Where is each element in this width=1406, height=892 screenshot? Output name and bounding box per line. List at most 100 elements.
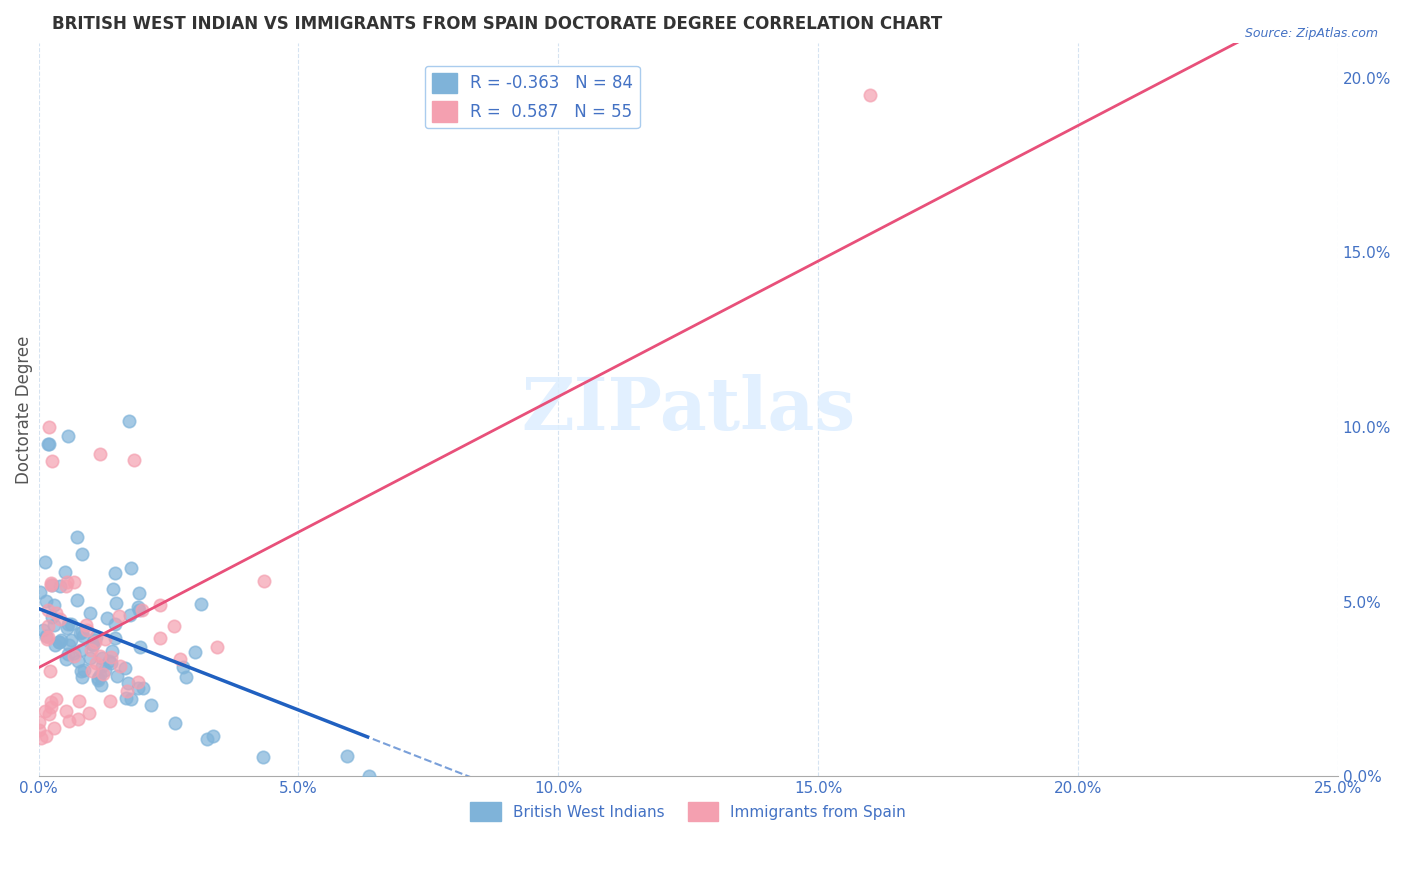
Point [91,667,114,681]
Legend: British West Indians, Immigrants from Spain: British West Indians, Immigrants from Sp… [464,797,912,827]
Point [49,579,72,593]
Point [55,651,77,665]
Point [67,654,90,668]
Point [89,446,111,460]
Point [86,673,108,687]
Point [83,632,105,647]
Point [90,659,112,673]
Point [37,632,59,647]
Point [202,729,225,743]
Point [37,602,59,616]
Point [72,629,94,643]
Point [49,632,72,647]
Point [48,634,70,648]
Point [120,607,142,622]
Point [39,575,62,590]
Point [120,692,142,706]
Point [163,618,186,632]
Point [89,648,111,663]
Point [80,664,103,678]
Point [205,640,228,654]
Point [63,648,86,663]
Point [63,575,86,590]
Point [117,676,139,690]
Point [127,599,149,614]
Point [89,668,111,682]
Point [56,429,79,443]
Point [41,578,63,592]
Point [105,669,128,683]
Point [32,623,55,637]
Point [357,769,380,783]
Point [38,707,60,722]
Point [195,731,218,746]
Point [115,691,138,706]
Point [41,453,63,467]
Point [190,597,212,611]
Point [37,619,59,633]
Point [69,626,91,640]
Point [66,712,89,726]
Point [76,623,98,637]
Point [58,617,80,632]
Point [252,749,274,764]
Point [34,555,56,569]
Point [105,596,128,610]
Point [80,637,103,651]
Point [75,617,97,632]
Point [149,631,172,645]
Point [38,437,60,451]
Point [83,635,105,649]
Point [42,598,65,612]
Point [101,582,124,596]
Text: BRITISH WEST INDIAN VS IMMIGRANTS FROM SPAIN DOCTORATE DEGREE CORRELATION CHART: BRITISH WEST INDIAN VS IMMIGRANTS FROM S… [52,15,942,33]
Text: Source: ZipAtlas.com: Source: ZipAtlas.com [1244,27,1378,40]
Point [62,646,84,660]
Point [35,729,58,743]
Point [86,672,108,686]
Point [37,436,59,450]
Point [72,663,94,677]
Point [58,648,80,662]
Point [39,695,62,709]
Point [122,453,145,467]
Point [90,678,112,692]
Point [28,723,51,738]
Point [117,414,139,428]
Point [41,610,63,624]
Point [104,617,127,632]
Point [35,594,58,608]
Point [55,704,77,718]
Point [80,643,103,657]
Point [97,654,120,668]
Point [108,659,131,673]
Point [58,638,80,652]
Point [253,574,276,589]
Point [55,578,77,592]
Point [100,657,122,671]
Point [56,574,79,589]
Point [49,612,72,626]
Point [35,629,58,643]
Point [859,88,882,103]
Point [44,617,66,632]
Point [86,657,108,671]
Point [42,721,65,735]
Point [60,617,83,632]
Point [53,565,76,579]
Point [82,638,104,652]
Point [39,700,62,714]
Point [70,547,93,561]
Point [37,630,59,644]
Point [104,631,127,645]
Point [139,698,162,712]
Y-axis label: Doctorate Degree: Doctorate Degree [15,335,32,483]
Point [104,566,127,581]
Point [96,610,118,624]
Text: ZIPatlas: ZIPatlas [522,374,855,445]
Point [38,420,60,434]
Point [70,670,93,684]
Point [94,664,117,678]
Point [129,640,152,654]
Point [93,632,115,647]
